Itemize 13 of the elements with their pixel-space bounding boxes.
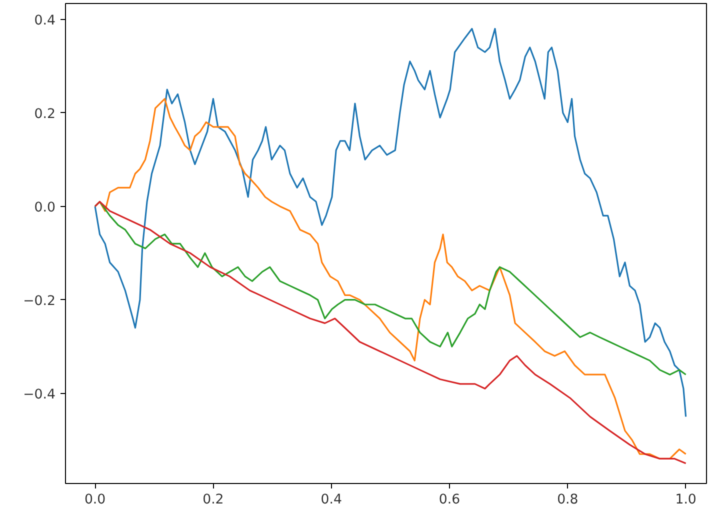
x-tick-label: 0.6: [438, 492, 460, 508]
y-tick-label: 0.2: [34, 106, 56, 122]
line-series: [94, 28, 687, 418]
y-tick-label: 0.4: [34, 13, 56, 28]
x-tick-label: 0.4: [320, 492, 342, 508]
line-series: [94, 200, 687, 464]
y-tick-label: 0.0: [34, 200, 56, 216]
x-tick-label: 1.0: [675, 492, 696, 508]
y-tick-label: −0.2: [23, 294, 56, 309]
x-tick-label: 0.0: [84, 492, 106, 508]
y-tick-label: −0.4: [23, 387, 56, 402]
x-tick-label: 0.2: [202, 492, 224, 508]
x-tick-label: 0.8: [557, 492, 578, 508]
